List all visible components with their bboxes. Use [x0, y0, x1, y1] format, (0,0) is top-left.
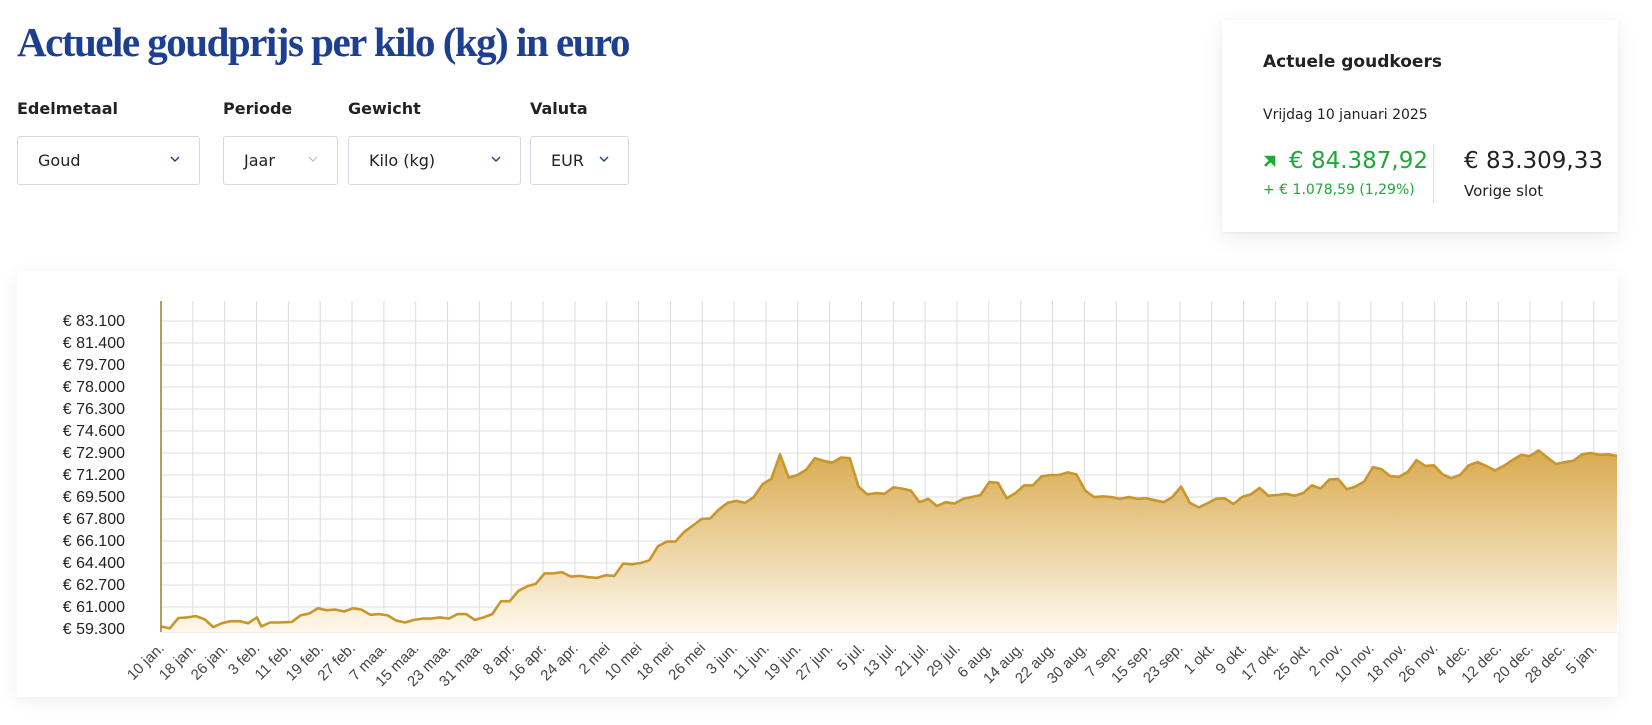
area-fill — [161, 450, 1617, 632]
price-chart: € 83.100 € 81.400 € 79.700 € 78.000 € 76.300… — [17, 271, 1618, 697]
filter-periode: Periode — [223, 98, 292, 120]
previous-close-value: € 83.309,33 — [1464, 148, 1603, 174]
y-axis-label: € 67.800 — [63, 511, 125, 528]
y-axis-label: € 64.400 — [63, 555, 125, 572]
price-date: Vrijdag 10 januari 2025 — [1263, 107, 1428, 123]
arrow-up-right-icon — [1263, 155, 1276, 168]
x-axis-label: 13 jul. — [860, 640, 900, 680]
y-axis-label: € 74.600 — [63, 423, 125, 440]
select-value: Goud — [38, 151, 81, 170]
y-axis-label: € 78.000 — [63, 379, 125, 396]
x-axis-label: 5 jan. — [1563, 640, 1601, 678]
edelmetaal-select[interactable]: Goud — [17, 136, 200, 185]
y-axis-label: € 76.300 — [63, 401, 125, 418]
y-axis-label: € 72.900 — [63, 445, 125, 462]
select-value: Jaar — [244, 151, 275, 170]
chevron-down-icon — [170, 156, 180, 162]
y-axis-label: € 66.100 — [63, 533, 125, 550]
chevron-down-icon — [491, 156, 501, 162]
area-chart[interactable]: € 83.100 € 81.400 € 79.700 € 78.000 € 76.300… — [17, 271, 1618, 697]
page-title: Actuele goudprijs per kilo (kg) in euro — [17, 19, 630, 65]
chevron-down-icon — [599, 156, 609, 162]
valuta-select[interactable]: EUR — [530, 136, 629, 185]
gewicht-select[interactable]: Kilo (kg) — [348, 136, 521, 185]
filter-label: Periode — [223, 99, 293, 118]
select-value: Kilo (kg) — [369, 151, 436, 170]
current-price-card: Actuele goudkoers Vrijdag 10 januari 202… — [1222, 20, 1618, 232]
price-line[interactable] — [160, 449, 1618, 630]
filter-label: Edelmetaal — [17, 99, 118, 118]
filter-edelmetaal: Edelmetaal — [17, 98, 118, 120]
card-title: Actuele goudkoers — [1263, 52, 1442, 72]
y-axis-label: € 79.700 — [63, 357, 125, 374]
y-axis-label: € 83.100 — [63, 313, 125, 330]
previous-close-label: Vorige slot — [1464, 182, 1544, 200]
y-axis-label: € 61.000 — [63, 599, 125, 616]
periode-select[interactable]: Jaar — [223, 136, 338, 185]
price-change: + € 1.078,59 (1,29%) — [1263, 182, 1415, 198]
current-price: € 84.387,92 — [1263, 148, 1428, 174]
y-axis-label: € 71.200 — [63, 467, 125, 484]
current-price-value: € 84.387,92 — [1289, 148, 1428, 174]
filter-valuta: Valuta — [530, 98, 588, 120]
filter-label: Valuta — [530, 99, 588, 118]
x-axis-label: 21 jul. — [892, 640, 932, 680]
y-axis-label: € 81.400 — [63, 335, 125, 352]
filter-gewicht: Gewicht — [348, 98, 421, 120]
chevron-down-icon — [308, 156, 318, 162]
y-axis-label: € 69.500 — [63, 489, 125, 506]
y-axis-label: € 62.700 — [63, 577, 125, 594]
y-axis-label: € 59.300 — [63, 621, 125, 638]
filter-label: Gewicht — [348, 99, 421, 118]
x-axis-label: 1 okt. — [1181, 640, 1219, 678]
select-value: EUR — [551, 151, 584, 170]
divider — [1433, 145, 1434, 203]
